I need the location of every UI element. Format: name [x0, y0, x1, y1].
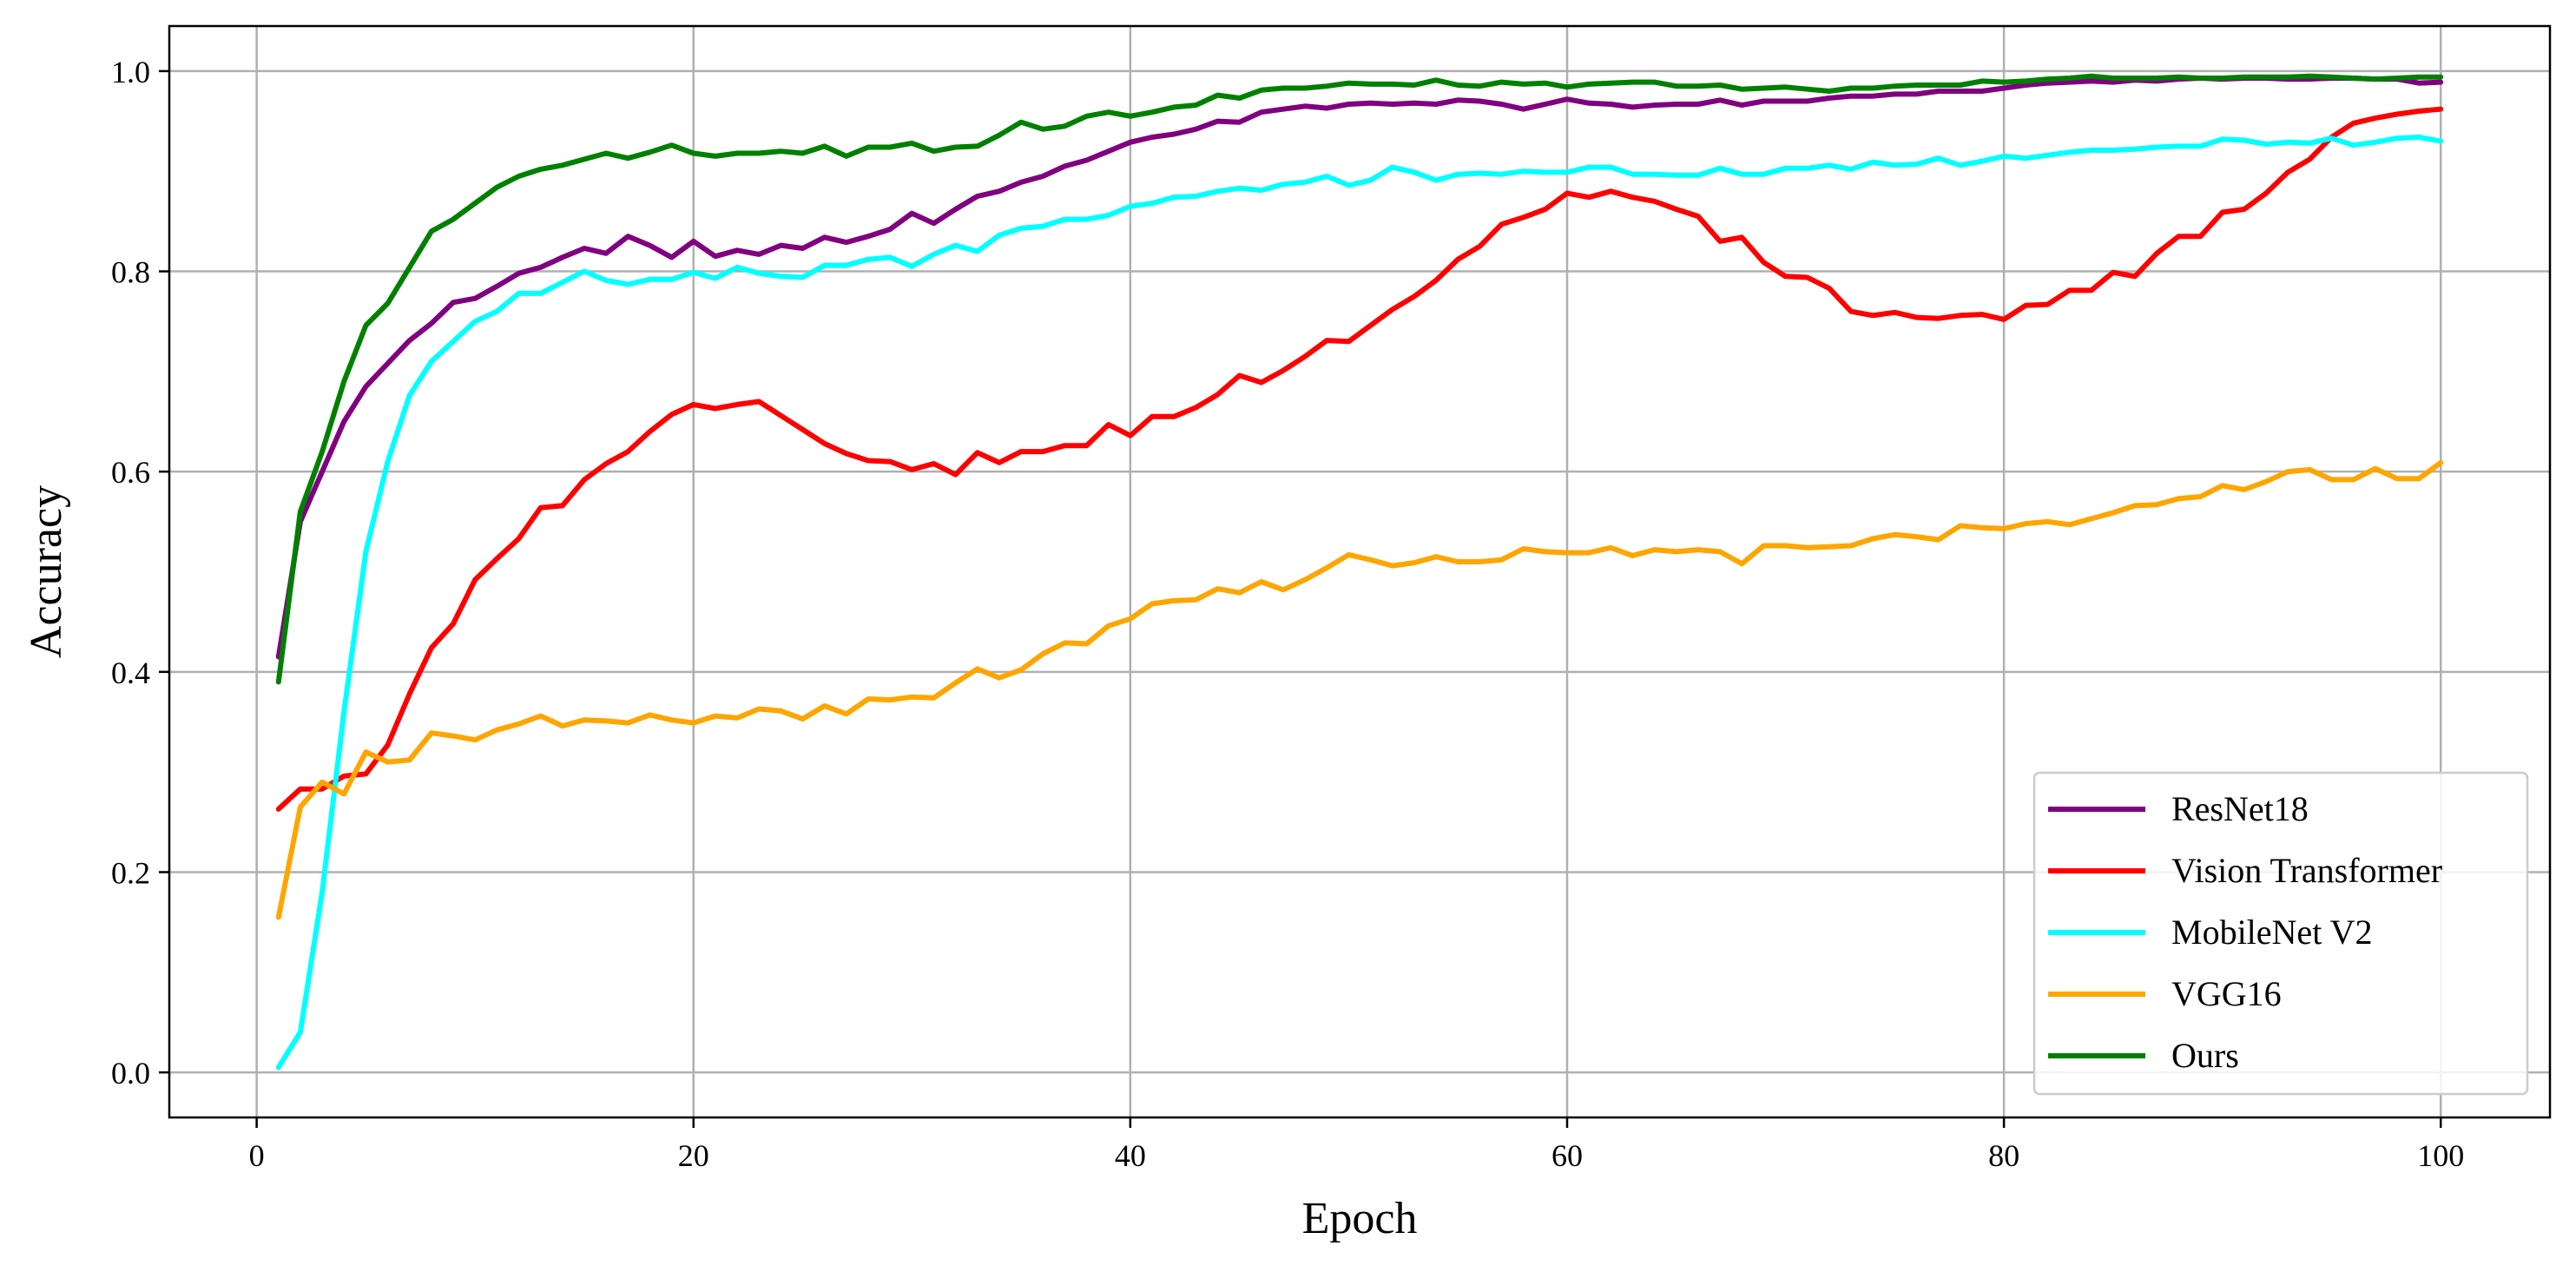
x-tick-label: 20	[678, 1138, 709, 1173]
series-lines	[275, 73, 2444, 1071]
y-tick-label: 0.8	[111, 255, 150, 290]
x-tick-label: 0	[249, 1138, 265, 1173]
plot-area-frame	[168, 24, 2552, 1119]
x-tick-label: 60	[1552, 1138, 1583, 1173]
series-line-1	[275, 106, 2444, 812]
x-axis-label: Epoch	[1302, 1194, 1418, 1243]
legend-label: ResNet18	[2171, 789, 2309, 828]
legend: ResNet18 Vision Transformer MobileNet V2 VG…	[2032, 771, 2529, 1096]
x-axis: 0 20 40 60 80 100	[249, 1117, 2464, 1173]
x-tick-label: 100	[2417, 1138, 2464, 1173]
y-tick-label: 0.6	[111, 455, 150, 490]
y-tick-label: 0.0	[111, 1056, 150, 1091]
legend-box	[2032, 771, 2529, 1096]
series-line-4	[275, 73, 2444, 685]
legend-label: Ours	[2171, 1036, 2239, 1075]
legend-label: VGG16	[2171, 974, 2282, 1013]
y-axis: 0.0 0.2 0.4 0.6 0.8 1.0	[111, 55, 169, 1091]
y-tick-label: 0.2	[111, 855, 150, 890]
x-tick-label: 80	[1988, 1138, 2019, 1173]
x-tick-label: 40	[1115, 1138, 1146, 1173]
series-line-2	[275, 135, 2444, 1071]
legend-label: MobileNet V2	[2171, 913, 2372, 952]
y-axis-label: Accuracy	[22, 485, 71, 658]
series-line-3	[275, 459, 2444, 920]
series-line-0	[275, 76, 2444, 660]
y-tick-label: 1.0	[111, 55, 150, 89]
legend-label: Vision Transformer	[2171, 851, 2442, 890]
y-tick-label: 0.4	[111, 656, 150, 690]
